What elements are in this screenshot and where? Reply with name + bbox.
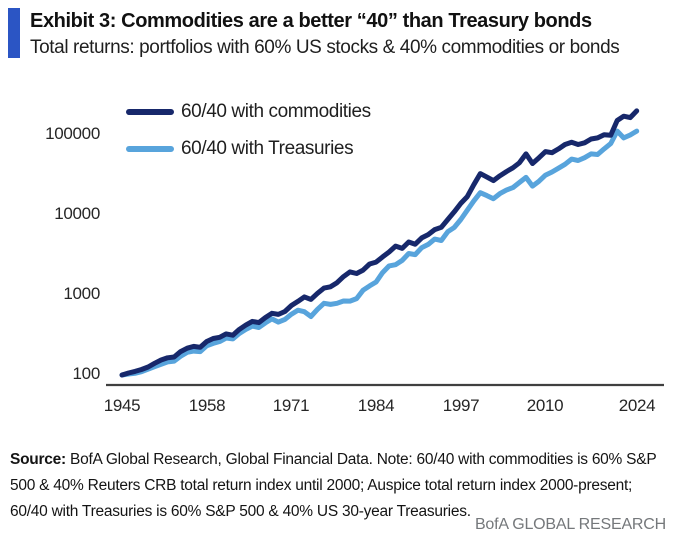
commodities-line-swatch-icon: [126, 109, 174, 115]
x-axis-label-1997: 1997: [442, 396, 480, 415]
x-axis-label-1971: 1971: [272, 396, 310, 415]
exhibit-title: Exhibit 3: Commodities are a better “40”…: [30, 10, 592, 32]
source-note: Source: BofA Global Research, Global Fin…: [10, 447, 666, 525]
y-axis-label-1000: 1000: [63, 284, 100, 303]
x-axis-label-1958: 1958: [188, 396, 226, 415]
x-axis-label-1984: 1984: [357, 396, 395, 415]
bofa-global-research-brand: BofA GLOBAL RESEARCH: [474, 516, 666, 533]
series-line-commodities: [119, 108, 640, 378]
y-axis-label-10000: 10000: [54, 204, 100, 223]
legend-label-treasuries: 60/40 with Treasuries: [181, 138, 354, 159]
x-axis-label-2024: 2024: [618, 396, 656, 415]
exhibit-subtitle: Total returns: portfolios with 60% US st…: [30, 37, 620, 58]
legend-label-commodities: 60/40 with commodities: [181, 101, 371, 122]
x-axis-label-1945: 1945: [103, 396, 141, 415]
legend-item-treasuries: 60/40 with Treasuries: [126, 136, 371, 162]
y-axis-label-100000: 100000: [45, 124, 100, 143]
exhibit-accent-bar: [8, 8, 20, 58]
source-text: BofA Global Research, Global Financial D…: [10, 451, 657, 520]
source-label: Source:: [10, 451, 66, 468]
chart-legend: 60/40 with commodities 60/40 with Treasu…: [126, 99, 371, 173]
series-line-treasuries: [119, 128, 640, 378]
x-axis-label-2010: 2010: [526, 396, 564, 415]
treasuries-line-swatch-icon: [126, 146, 174, 152]
line-chart-plot: [106, 108, 664, 387]
y-axis-label-100: 100: [72, 364, 101, 383]
legend-item-commodities: 60/40 with commodities: [126, 99, 371, 125]
